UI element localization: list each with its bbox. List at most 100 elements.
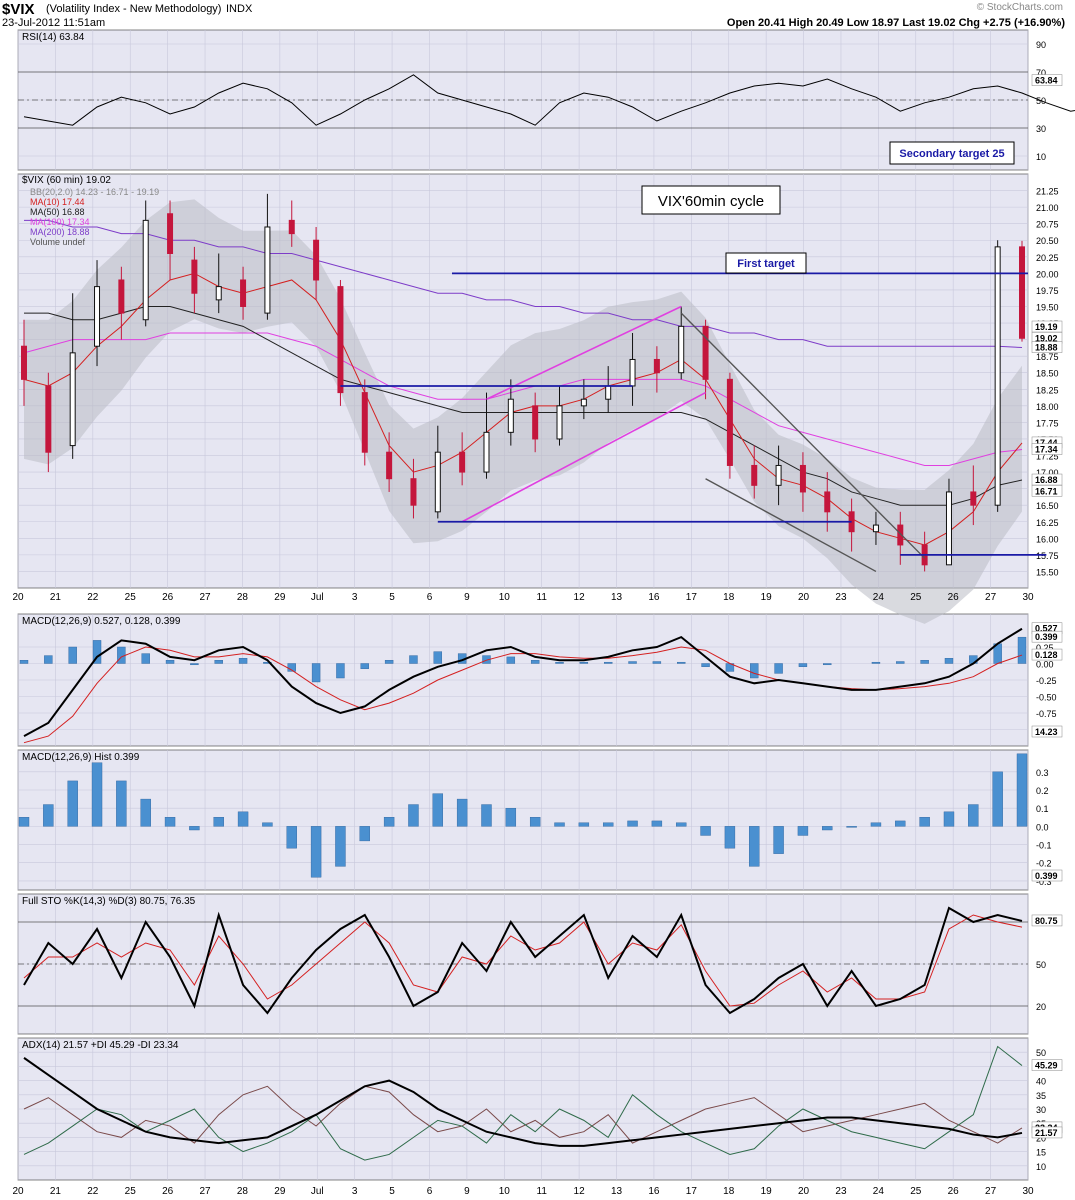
candle-body <box>970 491 977 506</box>
y-tick-label: 40 <box>1036 1077 1046 1087</box>
x-tick-label: Jul <box>311 592 324 603</box>
price-label: 17.34 <box>1035 445 1058 455</box>
histogram-bar <box>359 826 370 842</box>
candle-body <box>45 385 52 453</box>
x-tick-label: 25 <box>910 1186 922 1197</box>
y-tick-label: 17.75 <box>1036 418 1059 428</box>
x-tick-label: 16 <box>648 592 660 603</box>
candle-body <box>386 451 393 480</box>
annotation-first-target: First target <box>737 258 795 270</box>
x-tick-label: 25 <box>125 1186 137 1197</box>
x-tick-label: 3 <box>352 592 358 603</box>
histogram-bar <box>870 822 882 827</box>
candle-body <box>191 259 198 294</box>
macd-hist-bar <box>311 663 321 683</box>
y-tick-label: 20.25 <box>1036 253 1059 263</box>
price-label: 18.88 <box>1035 343 1058 353</box>
macd-hist-bar <box>68 646 77 664</box>
candle-body <box>313 239 320 281</box>
macd-hist-bar <box>701 663 710 667</box>
y-tick-label: -0.25 <box>1036 676 1057 686</box>
panel-title: ADX(14) 21.57 +DI 45.29 -DI 23.34 <box>22 1040 179 1051</box>
y-tick-label: 0.25 <box>1036 643 1054 653</box>
x-tick-label: 24 <box>873 592 885 603</box>
panel-title: MACD(12,26,9) 0.527, 0.128, 0.399 <box>22 616 181 627</box>
x-tick-label: 21 <box>50 1186 62 1197</box>
candle-body <box>678 325 685 374</box>
histogram-bar <box>724 826 736 849</box>
x-tick-label: 22 <box>87 1186 99 1197</box>
candle-body <box>775 464 782 486</box>
legend-entry: Volume undef <box>30 237 86 247</box>
x-tick-label: Jul <box>311 1186 324 1197</box>
y-tick-label: -0.3 <box>1036 877 1052 887</box>
panel-title: RSI(14) 63.84 <box>22 32 85 43</box>
price-label: 63.84 <box>1035 76 1058 86</box>
price-label: 0.527 <box>1035 624 1058 634</box>
x-tick-label: 28 <box>237 1186 249 1197</box>
x-tick-label: 11 <box>537 592 548 603</box>
histogram-bar <box>797 826 809 836</box>
histogram-bar <box>67 780 78 827</box>
x-tick-label: 12 <box>574 592 586 603</box>
macd-line <box>23 627 1023 737</box>
x-tick-label: 29 <box>274 592 286 603</box>
price-label: 45.29 <box>1035 1061 1058 1071</box>
x-tick-label: 24 <box>873 1186 885 1197</box>
candle-body <box>897 524 904 546</box>
histogram-bar <box>992 771 1003 827</box>
panel-background <box>17 749 1029 891</box>
y-tick-label: 20.75 <box>1036 220 1059 230</box>
candle-body <box>726 378 733 466</box>
macd-hist-bar <box>628 661 637 664</box>
histogram-bar <box>310 826 322 878</box>
x-tick-label: 27 <box>199 592 211 603</box>
candle-body <box>288 219 295 235</box>
y-tick-label: 21.00 <box>1036 203 1059 213</box>
candle-body <box>215 286 222 301</box>
macd-hist-bar <box>433 651 443 664</box>
y-tick-label: 70 <box>1036 68 1046 78</box>
price-label: 0.399 <box>1035 632 1058 642</box>
y-tick-label: -0.1 <box>1036 841 1052 851</box>
macd-hist-bar <box>579 661 589 664</box>
macd-hist-bar <box>944 658 954 664</box>
price-label-box <box>1031 341 1063 353</box>
x-tick-label: 26 <box>162 592 174 603</box>
x-tick-label: 26 <box>948 1186 960 1197</box>
x-tick-label: 18 <box>723 592 735 603</box>
macd-hist-bar <box>141 653 150 664</box>
candle-body <box>945 491 952 566</box>
candle-body <box>459 451 466 473</box>
x-tick-label: 13 <box>611 592 623 603</box>
x-tick-label: 18 <box>723 1186 735 1197</box>
y-tick-label: 20.50 <box>1036 236 1059 246</box>
price-label: 0.399 <box>1035 871 1058 881</box>
x-tick-label: 19 <box>761 592 773 603</box>
price-label: 80.75 <box>1035 916 1058 926</box>
candle-body <box>532 405 539 440</box>
candle-body <box>167 213 174 254</box>
legend-entry: BB(20,2.0) 14.23 - 16.71 - 19.19 <box>30 187 159 197</box>
y-tick-label: 0.0 <box>1036 822 1049 832</box>
annotation-box <box>725 252 807 274</box>
chart-name: (Volatility Index - New Methodology) <box>46 3 222 15</box>
x-tick-label: 23 <box>835 592 847 603</box>
y-tick-label: 18.25 <box>1036 385 1059 395</box>
y-tick-label: 20.00 <box>1036 269 1059 279</box>
candle-body <box>361 392 368 453</box>
y-tick-label: 15.50 <box>1036 567 1059 577</box>
x-tick-label: 12 <box>574 1186 586 1197</box>
x-tick-label: 29 <box>274 1186 286 1197</box>
chart-timestamp: 23-Jul-2012 11:51am <box>2 17 106 29</box>
y-tick-label: 17.25 <box>1036 452 1059 462</box>
macd-hist-bar <box>530 660 540 664</box>
panel-title: Full STO %K(14,3) %D(3) 80.75, 76.35 <box>22 896 196 907</box>
x-tick-label: 17 <box>686 1186 698 1197</box>
histogram-bar <box>846 826 857 828</box>
x-tick-label: 23 <box>835 1186 847 1197</box>
candle-body <box>702 325 709 380</box>
histogram-bar <box>968 804 979 827</box>
x-tick-label: 3 <box>352 1186 358 1197</box>
